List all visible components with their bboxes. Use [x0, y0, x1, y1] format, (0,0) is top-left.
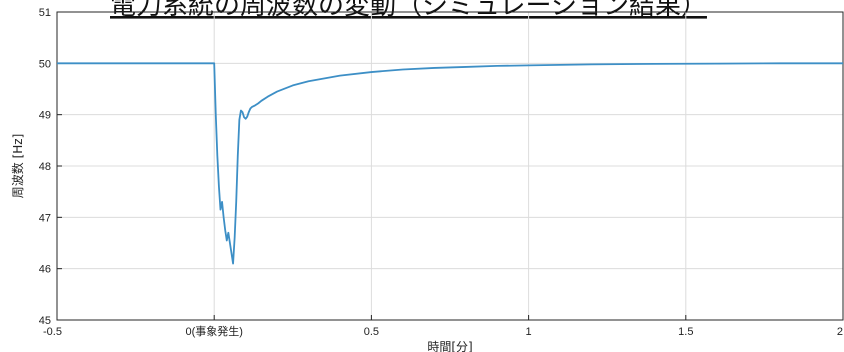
- y-axis-label: 周波数 [Hz]: [10, 134, 25, 199]
- grid: [56, 11, 844, 321]
- x-tick-label: 0.5: [364, 326, 379, 338]
- y-tick-label: 49: [39, 110, 51, 122]
- y-tick-label: 47: [39, 212, 51, 224]
- frequency-series-line: [57, 62, 843, 265]
- y-tick-label: 46: [39, 264, 51, 276]
- x-tick-label: -0.5: [43, 326, 62, 338]
- x-tick-label: 1: [526, 326, 532, 338]
- x-axis-label: 時間[分]: [427, 340, 472, 352]
- x-tick-label: 0(事象発生): [185, 324, 242, 338]
- x-tick-label: 1.5: [678, 326, 693, 338]
- x-tick-label: 2: [837, 326, 843, 338]
- y-tick-label: 45: [39, 315, 51, 327]
- y-tick-label: 50: [39, 58, 51, 70]
- chart-title: 電力系統の周波数の変動（シミュレーション結果）: [110, 0, 707, 21]
- y-tick-label: 48: [39, 161, 51, 173]
- y-tick-label: 51: [39, 7, 51, 19]
